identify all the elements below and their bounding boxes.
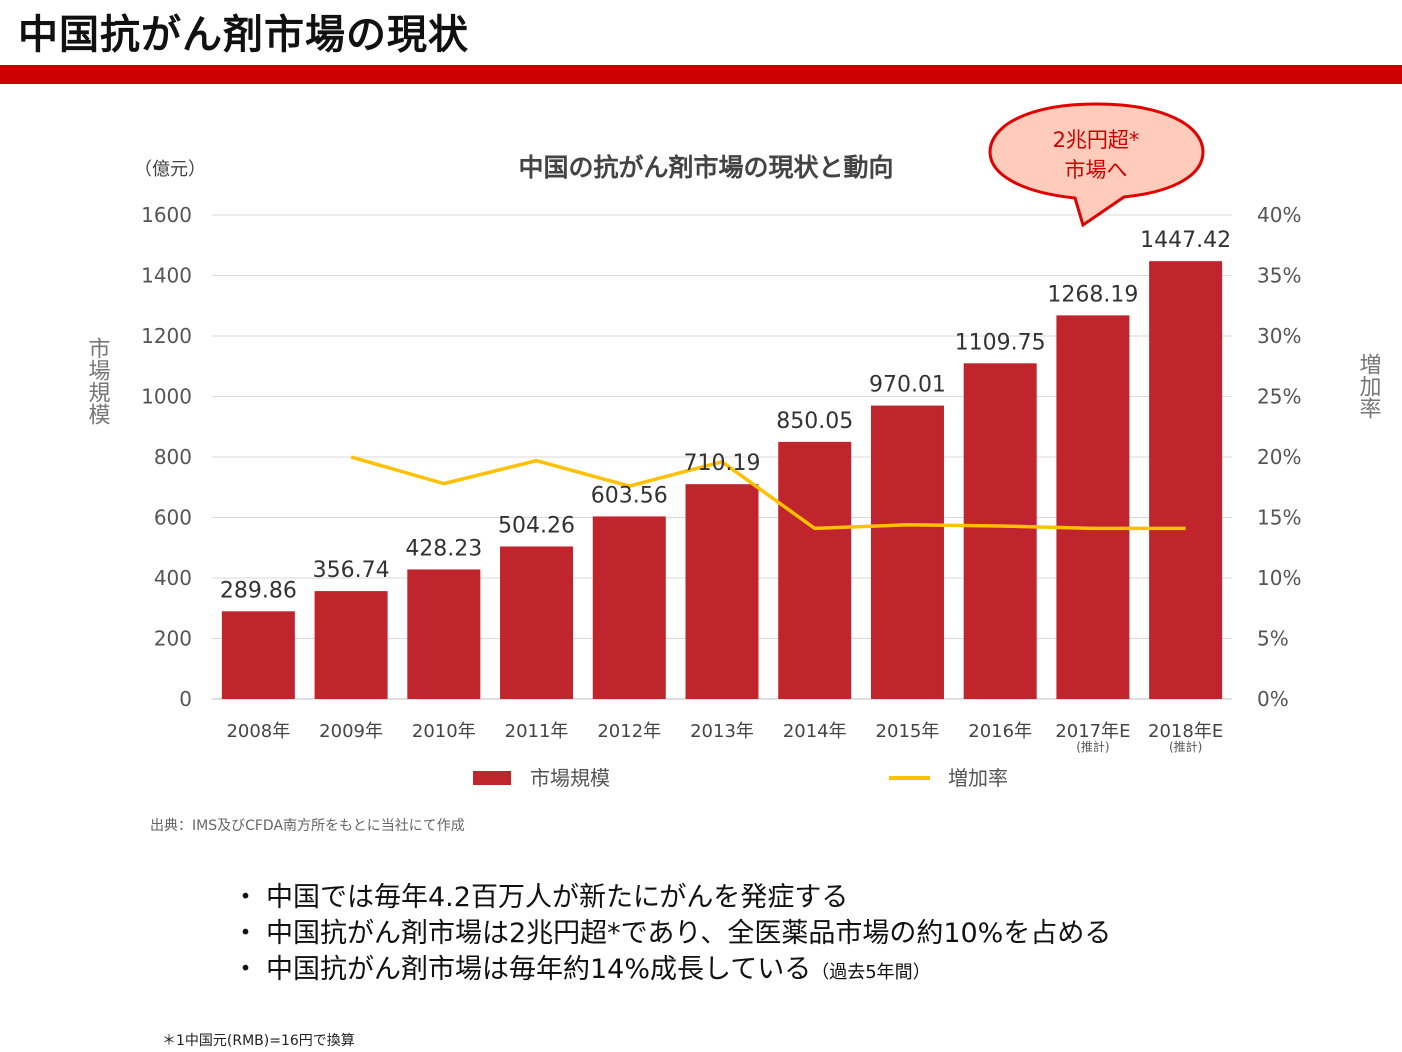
chart-title: 中国の抗がん剤市場の現状と動向: [518, 153, 893, 182]
right-tick-label: 5%: [1257, 627, 1289, 651]
x-tick-label: 2010年: [412, 721, 476, 742]
legend-line-label: 増加率: [948, 766, 1008, 790]
x-tick-note: (推計): [1169, 739, 1202, 754]
right-axis-label: 増加率: [1356, 353, 1382, 419]
left-tick-label: 800: [154, 445, 192, 469]
source-note: 出典：IMS及びCFDA南方所をもとに当社にて作成: [150, 818, 465, 834]
x-axis-ticks: 2008年 2009年 2010年 2011年 2012年 2013年 2014年 2015年…: [226, 721, 1223, 754]
x-tick-label: 2011年: [505, 721, 569, 742]
bar: [963, 363, 1037, 699]
bar: [1149, 261, 1223, 699]
left-tick-label: 0: [179, 687, 192, 711]
bullet-note: （過去5年間）: [811, 962, 931, 983]
bullet-marker: ・: [232, 918, 259, 949]
right-tick-label: 40%: [1257, 203, 1301, 227]
bullet-text: 中国では毎年4.2百万人が新たにがんを発症する: [266, 882, 849, 913]
x-tick-label: 2017年E: [1055, 721, 1130, 742]
bar: [778, 441, 852, 699]
right-tick-label: 15%: [1257, 506, 1301, 530]
right-tick-label: 20%: [1257, 445, 1301, 469]
left-tick-label: 1200: [141, 324, 192, 348]
x-tick-label: 2013年: [690, 721, 754, 742]
bar-data-label: 970.01: [869, 373, 946, 398]
x-tick-label: 2018年E: [1148, 721, 1223, 742]
left-tick-label: 1600: [141, 203, 192, 227]
right-tick-label: 30%: [1257, 324, 1301, 348]
legend-bar-label: 市場規模: [530, 766, 610, 790]
callout-line-2: 市場へ: [1065, 158, 1128, 182]
bar: [1056, 315, 1130, 699]
bar: [592, 516, 666, 699]
bar-data-label: 1447.42: [1140, 228, 1231, 253]
callout-bubble: [988, 102, 1205, 228]
x-tick-label: 2016年: [968, 721, 1032, 742]
right-tick-label: 0%: [1257, 687, 1289, 711]
x-tick-label: 2012年: [597, 721, 661, 742]
left-tick-label: 1000: [141, 385, 192, 409]
callout: 2兆円超* 市場へ: [988, 102, 1205, 228]
left-axis-unit: （億元）: [134, 159, 206, 180]
callout-line-1: 2兆円超*: [1053, 128, 1140, 152]
right-tick-label: 10%: [1257, 566, 1301, 590]
legend-bar-swatch: [473, 771, 511, 785]
left-axis-label: 市場規模: [85, 337, 111, 425]
legend: 市場規模 増加率: [473, 766, 1008, 790]
title-rule: [0, 65, 1402, 84]
bar: [685, 484, 759, 699]
bar-data-label: 289.86: [220, 578, 297, 603]
left-tick-label: 400: [154, 566, 192, 590]
right-axis-ticks: 40% 35% 30% 25% 20% 15% 10% 5% 0%: [1257, 203, 1301, 711]
bar-data-label: 1109.75: [955, 330, 1046, 355]
bullet-item: ・中国抗がん剤市場は2兆円超*であり、全医薬品市場の約10%を占める: [232, 916, 1111, 952]
page-title: 中国抗がん剤市場の現状: [18, 12, 469, 58]
x-tick-label: 2008年: [226, 721, 290, 742]
bar: [500, 546, 574, 699]
bar-data-label: 710.19: [684, 451, 761, 476]
bullet-list: ・中国では毎年4.2百万人が新たにがんを発症する ・中国抗がん剤市場は2兆円超*…: [232, 880, 1111, 991]
right-tick-label: 35%: [1257, 264, 1301, 288]
x-tick-note: (推計): [1076, 739, 1109, 754]
x-tick-label: 2014年: [783, 721, 847, 742]
left-tick-label: 200: [154, 627, 192, 651]
bars-series: [221, 261, 1223, 699]
right-tick-label: 25%: [1257, 385, 1301, 409]
bar-data-label: 1268.19: [1047, 282, 1138, 307]
bar-data-label: 850.05: [776, 409, 853, 434]
bar: [221, 611, 295, 699]
left-tick-label: 1400: [141, 264, 192, 288]
bullet-text: 中国抗がん剤市場は2兆円超*であり、全医薬品市場の約10%を占める: [266, 918, 1112, 949]
market-chart: 中国の抗がん剤市場の現状と動向 （億元） 市場規模 増加率 1600 1400 12…: [85, 102, 1382, 790]
bullet-marker: ・: [232, 954, 259, 985]
bar-data-label: 504.26: [498, 513, 575, 538]
bar: [870, 405, 944, 699]
bullet-text: 中国抗がん剤市場は毎年約14%成長している: [266, 954, 812, 985]
bar-data-label: 356.74: [313, 558, 390, 583]
footnote: ＊1中国元(RMB)=16円で換算: [162, 1033, 355, 1049]
bar: [314, 591, 388, 699]
left-tick-label: 600: [154, 506, 192, 530]
bullet-item: ・中国抗がん剤市場は毎年約14%成長している（過去5年間）: [232, 952, 1111, 991]
bar-data-labels: 289.86 356.74 428.23 504.26 603.56 710.19 850.…: [220, 228, 1231, 603]
growth-line-series: [350, 455, 1186, 531]
x-tick-label: 2015年: [876, 721, 940, 742]
bar-data-label: 603.56: [591, 483, 668, 508]
growth-line: [350, 455, 1186, 531]
bar-data-label: 428.23: [405, 536, 482, 561]
bar: [407, 569, 481, 699]
bullet-marker: ・: [232, 882, 259, 913]
left-axis-ticks: 1600 1400 1200 1000 800 600 400 200 0: [141, 203, 192, 711]
bullet-item: ・中国では毎年4.2百万人が新たにがんを発症する: [232, 880, 1111, 916]
x-tick-label: 2009年: [319, 721, 383, 742]
